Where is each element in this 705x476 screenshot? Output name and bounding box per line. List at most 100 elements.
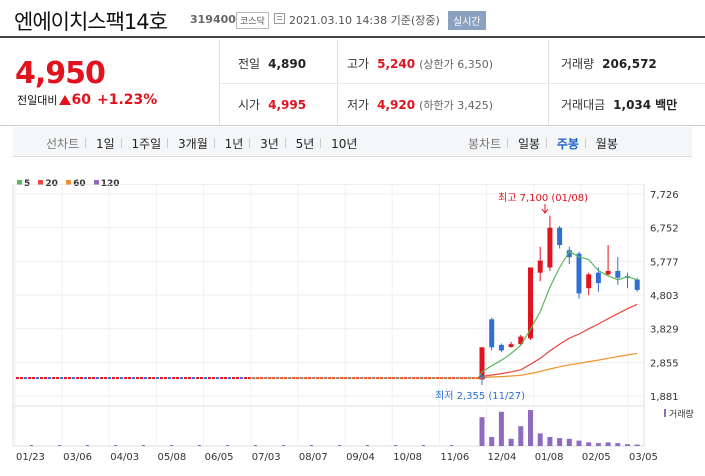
ma20-line xyxy=(420,303,638,379)
y-tick-label: 5,777 xyxy=(650,257,679,268)
y-tick-label: 2,855 xyxy=(650,358,679,369)
x-tick-label: 05/08 xyxy=(157,452,186,463)
stat-prev: 전일 4,890 xyxy=(238,55,306,72)
low-annotation: 최저 2,355 (11/27) xyxy=(435,390,525,402)
y-tick-label: 4,803 xyxy=(650,291,679,302)
stat-low-value: 4,920 xyxy=(377,98,416,112)
volume-bar xyxy=(634,444,640,446)
period-3y[interactable]: 3년 xyxy=(260,137,279,151)
candle-body xyxy=(518,336,524,345)
volume-bar xyxy=(254,445,257,446)
stat-prev-value: 4,890 xyxy=(268,57,307,71)
change-label: 전일대비 xyxy=(17,94,58,107)
volume-label: 거래량 xyxy=(669,408,694,420)
period-weekly[interactable]: 주봉 xyxy=(556,137,579,151)
volume-plot-frame xyxy=(12,405,645,447)
candle-body xyxy=(595,272,601,284)
stat-volume-value: 206,572 xyxy=(602,57,657,71)
volume-bar xyxy=(338,445,341,446)
period-1w[interactable]: 1주일 xyxy=(131,137,162,151)
stat-volume-label: 거래량 xyxy=(561,57,595,71)
calendar-icon xyxy=(274,13,285,24)
x-tick-label: 09/04 xyxy=(346,452,375,463)
volume-bar xyxy=(537,433,543,446)
y-tick-label: 1,881 xyxy=(650,392,679,403)
ma60-line xyxy=(250,352,638,379)
high-annotation: 최고 7,100 (01/08) xyxy=(498,192,588,204)
stat-prev-label: 전일 xyxy=(238,57,261,71)
volume-bar xyxy=(489,437,495,446)
period-10y[interactable]: 10년 xyxy=(331,137,358,151)
stat-high: 고가 5,240 (상한가 6,350) xyxy=(347,55,493,72)
period-3m[interactable]: 3개월 xyxy=(178,137,208,151)
stat-open-value: 4,995 xyxy=(268,98,307,112)
volume-bar xyxy=(518,426,524,446)
volume-bar xyxy=(198,445,201,446)
candle-body xyxy=(576,253,582,294)
period-1y[interactable]: 1년 xyxy=(224,137,244,151)
realtime-button[interactable]: 실시간 xyxy=(448,11,486,30)
price-chart[interactable]: 7,726 6,752 5,777 4,803 3,829 2,855 1,881 01/23… xyxy=(0,184,705,476)
candle-body xyxy=(547,227,553,268)
datetime: 2021.03.10 14:38 기준(장중) xyxy=(289,14,440,27)
volume-bar xyxy=(114,445,117,446)
x-tick-label: 11/06 xyxy=(440,452,469,463)
x-tick-label: 06/05 xyxy=(205,452,234,463)
stat-open: 시가 4,995 xyxy=(238,96,306,113)
candle-body xyxy=(566,250,572,258)
volume-bar xyxy=(615,443,621,446)
stat-amount-unit: 백만 xyxy=(655,98,678,112)
stock-name: 엔에이치스팩14호 xyxy=(14,10,168,34)
candle-chart-label: 봉차트 xyxy=(468,137,502,151)
volume-bar xyxy=(605,442,611,446)
volume-bar xyxy=(566,438,572,446)
price-panel: 4,950 전일대비 60 +1.23% xyxy=(0,40,705,126)
volume-bar xyxy=(142,445,145,446)
line-chart-periods: 선차트 1일 1주일 3개월 1년 3년 5년 10년 xyxy=(46,135,357,152)
volume-bar xyxy=(498,411,504,446)
stat-open-label: 시가 xyxy=(238,98,261,112)
period-5y[interactable]: 5년 xyxy=(295,137,315,151)
volume-bar xyxy=(310,445,313,446)
candle-body xyxy=(489,319,495,348)
stat-high-value: 5,240 xyxy=(377,57,416,71)
high-arrow-icon xyxy=(541,204,549,214)
x-tick-label: 08/07 xyxy=(299,452,328,463)
divider xyxy=(219,83,705,84)
volume-bar xyxy=(586,442,592,446)
candle-chart-periods: 봉차트 일봉 주봉 월봉 xyxy=(468,135,618,152)
volume-bar xyxy=(366,445,369,446)
current-price: 4,950 xyxy=(15,56,106,91)
candle-body xyxy=(605,270,611,275)
market-badge: 코스닥 xyxy=(236,12,269,29)
volume-bar xyxy=(508,438,514,446)
change-line: 전일대비 60 +1.23% xyxy=(17,92,157,108)
volume-bar xyxy=(450,445,453,446)
stat-volume: 거래량 206,572 xyxy=(561,55,657,72)
title-bar: 엔에이치스팩14호 319400 코스닥 2021.03.10 14:38 기준… xyxy=(0,0,705,38)
candle-body xyxy=(479,347,485,380)
stat-amount-value: 1,034 xyxy=(613,98,652,112)
candle-body xyxy=(528,267,533,339)
period-daily[interactable]: 일봉 xyxy=(517,137,541,151)
y-tick-label: 7,726 xyxy=(650,190,679,201)
stock-code: 319400 xyxy=(190,13,236,26)
volume-bar xyxy=(86,445,89,446)
low-arrow-icon xyxy=(478,374,486,385)
stat-high-label: 고가 xyxy=(347,57,370,71)
x-tick-label: 03/05 xyxy=(629,452,658,463)
candle-body xyxy=(508,344,514,347)
x-tick-label: 03/06 xyxy=(63,452,92,463)
candle-body xyxy=(498,344,504,351)
volume-bar xyxy=(30,445,33,446)
period-monthly[interactable]: 월봉 xyxy=(595,137,618,151)
candle-body xyxy=(615,270,621,278)
stat-low-label: 저가 xyxy=(347,98,370,112)
stat-amount: 거래대금 1,034 백만 xyxy=(561,96,677,113)
period-1d[interactable]: 1일 xyxy=(95,137,115,151)
stat-low: 저가 4,920 (하한가 3,425) xyxy=(347,96,493,113)
candle-body xyxy=(537,260,543,273)
x-tick-label: 01/08 xyxy=(535,452,564,463)
volume-bar xyxy=(547,437,553,446)
volume-bar xyxy=(557,438,563,446)
